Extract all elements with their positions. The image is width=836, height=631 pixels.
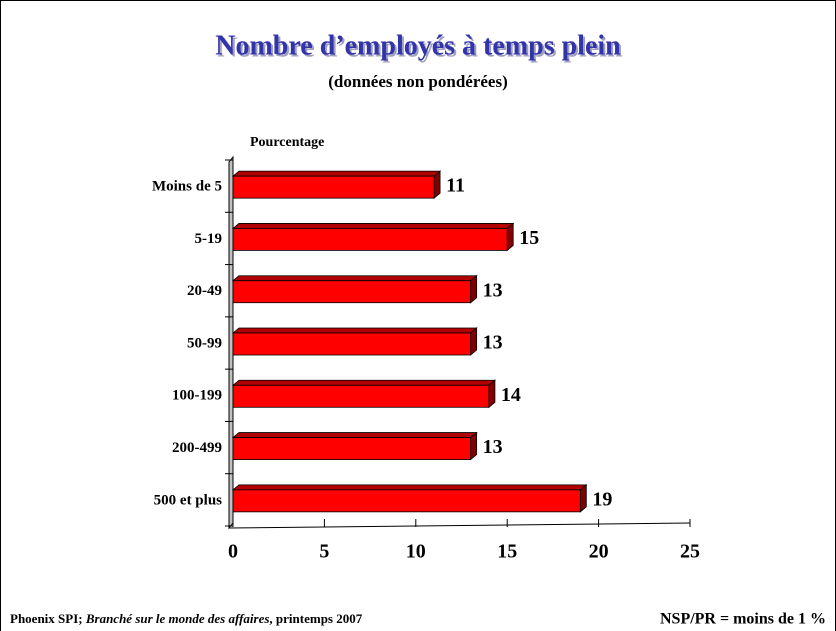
data-label: 19	[592, 488, 612, 510]
y-tick-label: 500 et plus	[154, 492, 223, 508]
data-label: 13	[483, 332, 503, 354]
bar	[232, 332, 472, 356]
bar	[232, 489, 581, 513]
bar	[232, 228, 508, 251]
footer-source: Phoenix SPI;	[10, 611, 83, 626]
axis-label: Pourcentage	[250, 135, 324, 150]
data-label: 15	[519, 227, 539, 249]
y-tick-label: 200-499	[172, 440, 222, 456]
bar	[232, 384, 490, 408]
data-label: 13	[483, 279, 503, 301]
bar-top	[231, 170, 442, 177]
bar-side	[470, 274, 478, 304]
x-tick-label: 0	[228, 541, 238, 563]
bar-top	[231, 327, 478, 334]
bar-side	[488, 379, 496, 409]
x-axis	[228, 522, 691, 529]
bar-side	[579, 484, 587, 513]
x-tick-label: 25	[680, 541, 700, 563]
chart-title-shadow: Nombre d’employés à temps plein	[217, 32, 623, 63]
data-label: 14	[501, 384, 521, 406]
data-label: 11	[446, 175, 465, 197]
bar	[232, 280, 472, 304]
bar-side	[506, 222, 514, 252]
bar	[232, 437, 472, 460]
chart-subtitle: (données non pondérées)	[328, 72, 507, 91]
bar-side	[470, 431, 478, 461]
x-tick-label: 20	[589, 541, 609, 563]
footer-publication: Branché sur le monde des affaires	[85, 611, 270, 626]
bar	[232, 175, 435, 199]
bar-top	[231, 432, 478, 438]
data-label: 13	[483, 436, 503, 458]
footer-season: , printemps 2007	[269, 611, 362, 626]
bar-top	[231, 223, 515, 229]
note: NSP/PR = moins de 1 %	[660, 611, 826, 628]
bar-side	[433, 170, 441, 199]
y-tick-label: 20-49	[187, 283, 222, 299]
y-tick-label: 100-199	[172, 388, 222, 404]
x-tick-label: 10	[406, 541, 426, 563]
y-tick-label: Moins de 5	[152, 179, 222, 195]
footer: Phoenix SPI; Branché sur le monde des af…	[10, 611, 363, 626]
x-tick-label: 5	[319, 541, 329, 563]
bar-side	[470, 327, 478, 356]
bar-top	[231, 484, 588, 491]
bar-top	[231, 379, 497, 386]
y-tick-label: 5-19	[195, 231, 223, 247]
y-tick-label: 50-99	[187, 335, 222, 351]
x-tick-label: 15	[497, 541, 517, 563]
bar-top	[231, 275, 478, 282]
chart-title: Nombre d’employés à temps plein	[215, 30, 621, 61]
